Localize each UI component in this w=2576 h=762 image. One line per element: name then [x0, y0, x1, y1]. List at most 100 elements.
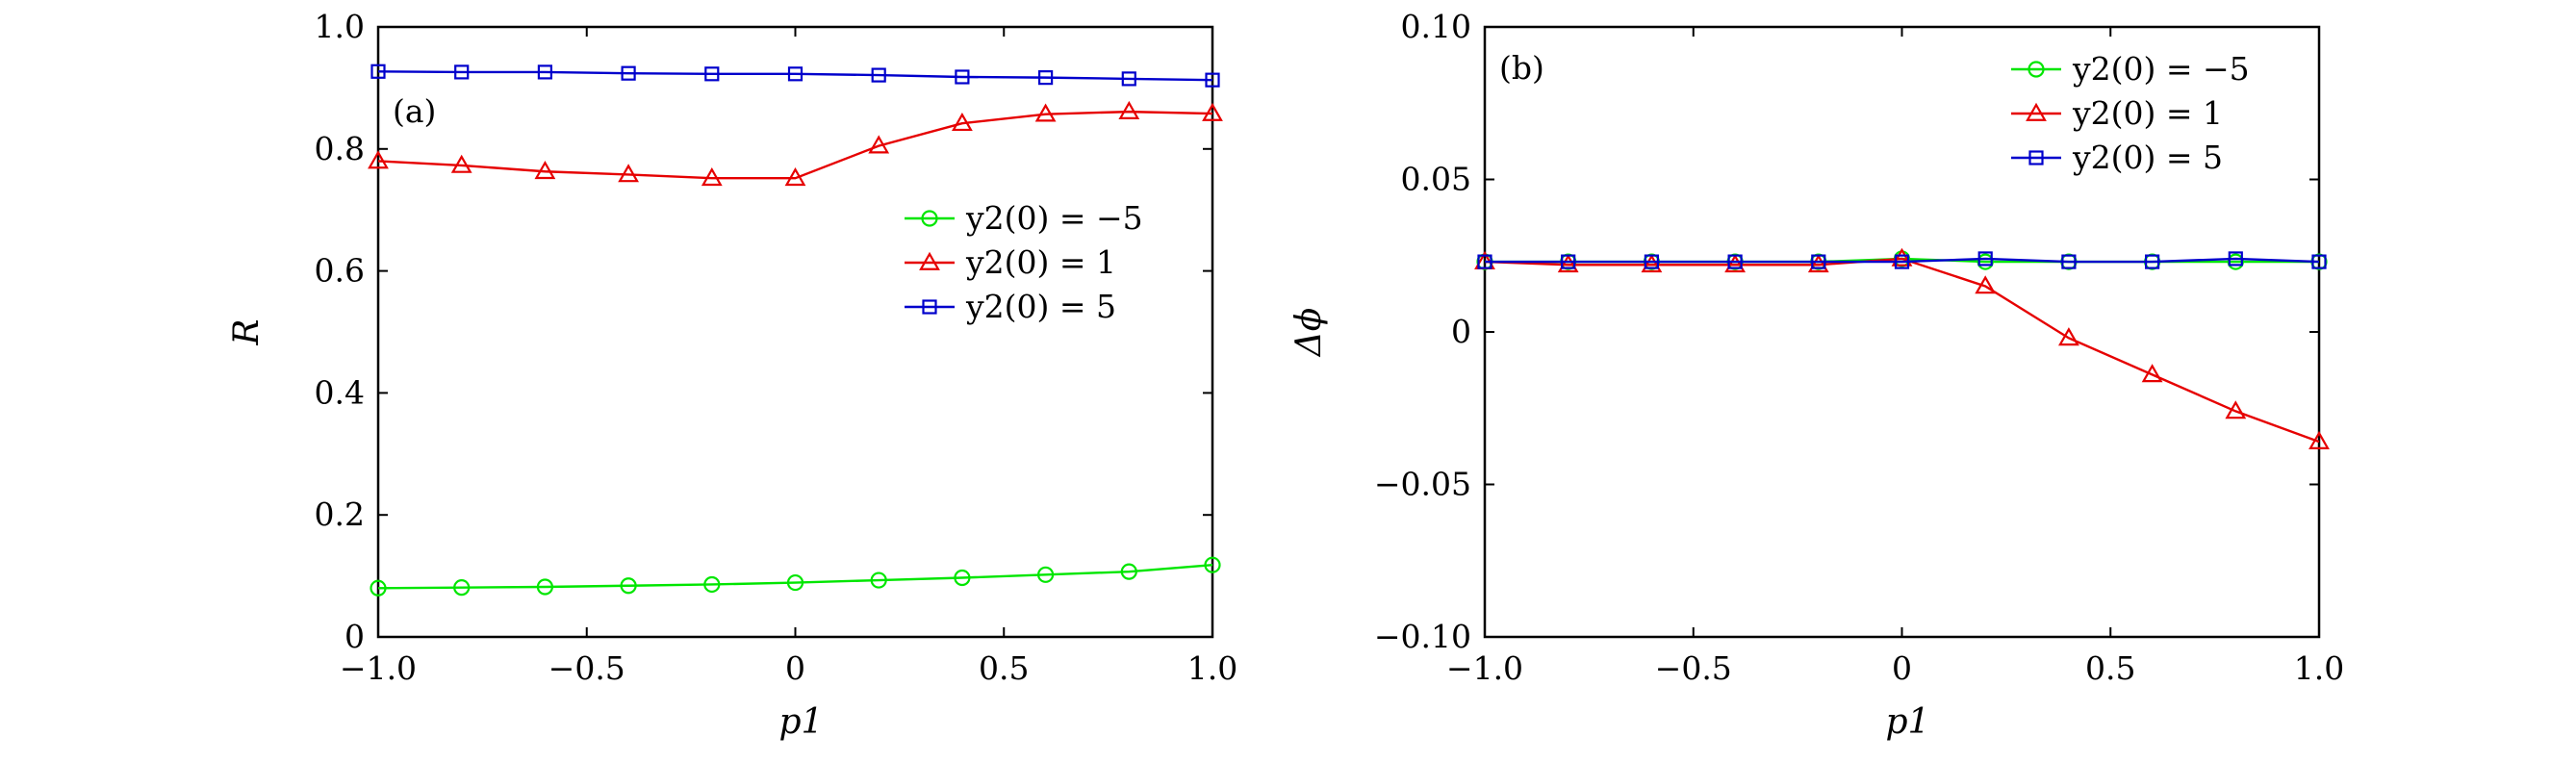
panel-a: −1.0 −0.5 0 0.5 1.0 0 0.2 0.4 0.6 0.8 1.0 p1 R (a) y2(… [227, 8, 1237, 742]
y-tick-label: 0.05 [1401, 161, 1471, 198]
data-point [450, 154, 472, 173]
data-point [1977, 251, 1993, 267]
data-point [784, 167, 806, 187]
legend-label: y2(0) = 5 [965, 288, 1116, 325]
data-point [1118, 100, 1140, 119]
data-point [621, 65, 636, 81]
legend-marker [919, 251, 940, 270]
x-tick-label: 1.0 [1187, 649, 1237, 687]
x-tick-label: 0 [1892, 649, 1912, 687]
data-point [2058, 327, 2079, 346]
data-point [704, 66, 720, 82]
x-tick-label: 0.5 [979, 649, 1029, 687]
data-point [2225, 400, 2247, 419]
data-point [1477, 254, 1492, 269]
panel-label: (b) [1499, 49, 1544, 87]
data-point [370, 64, 386, 79]
data-point [703, 575, 721, 594]
data-point [370, 579, 387, 597]
series-line [1484, 257, 2320, 444]
plot-frame [376, 25, 1214, 639]
data-point [618, 164, 639, 183]
y-axis-label: R [227, 318, 267, 345]
data-point [1034, 103, 1057, 122]
y-tick-label: 0.8 [315, 130, 365, 167]
data-point [1975, 275, 1997, 294]
data-point [952, 112, 973, 132]
data-point [1724, 254, 1746, 273]
x-tick-label: 1.0 [2294, 649, 2344, 687]
data-point [871, 67, 886, 83]
x-tick-label: −0.5 [1655, 649, 1732, 687]
data-point [1641, 254, 1663, 273]
data-point [955, 69, 970, 85]
x-tick-label: 0.5 [2085, 649, 2135, 687]
legend-label: y2(0) = −5 [2072, 50, 2250, 88]
y-tick-label: −0.10 [1374, 618, 1471, 655]
x-tick-label: −1.0 [1446, 649, 1523, 687]
y-tick-label: 0.4 [315, 373, 365, 411]
data-point [2228, 251, 2243, 267]
legend-label: y2(0) = 1 [2072, 94, 2223, 132]
data-point [701, 167, 723, 187]
y-tick-label: −0.05 [1374, 466, 1471, 503]
data-point [1811, 254, 1826, 269]
legend-marker [2026, 102, 2047, 121]
y-tick-label: 1.0 [315, 8, 365, 45]
data-point [870, 572, 887, 589]
y-tick-label: 0.2 [315, 495, 365, 533]
data-point [787, 66, 803, 82]
data-point [1037, 70, 1054, 86]
data-point [2061, 254, 2077, 269]
data-point [534, 161, 556, 180]
data-point [2145, 254, 2160, 269]
x-tick-label: −1.0 [340, 649, 417, 687]
data-point [2308, 430, 2330, 449]
data-point [1557, 254, 1579, 273]
data-point [1561, 254, 1576, 269]
y-tick-label: 0.6 [315, 252, 365, 290]
data-point [1894, 254, 1910, 269]
legend-marker [921, 210, 938, 227]
data-point [954, 569, 971, 587]
legend-label: y2(0) = −5 [965, 199, 1143, 237]
data-point [1205, 72, 1220, 88]
series-line [377, 70, 1213, 82]
data-point [1036, 566, 1055, 583]
panel-b: −1.0 −0.5 0 0.5 1.0 −0.10 −0.05 0 0.05 0.10 p1 Δϕ (b… [1289, 8, 2344, 742]
data-point [786, 573, 804, 592]
panel-label: (a) [393, 92, 436, 130]
y-tick-label: 0 [1451, 313, 1471, 350]
data-point [2141, 364, 2163, 383]
data-point [1121, 71, 1136, 87]
legend-label: y2(0) = 5 [2072, 139, 2223, 176]
data-point [868, 135, 890, 154]
data-point [1120, 563, 1137, 580]
data-point [2311, 254, 2327, 269]
legend-marker [922, 299, 937, 315]
data-point [1727, 254, 1743, 269]
data-point [537, 64, 553, 80]
x-tick-label: −0.5 [548, 649, 625, 687]
y-tick-label: 0 [344, 618, 365, 655]
series-line [1485, 257, 2320, 264]
y-axis-label: Δϕ [1289, 308, 1329, 359]
data-point [1202, 102, 1223, 121]
data-point [453, 579, 471, 597]
legend-marker [2028, 61, 2045, 78]
data-point [536, 578, 554, 596]
x-axis-label: p1 [779, 702, 824, 742]
data-point [368, 150, 389, 169]
series-line [377, 110, 1213, 180]
series-line [377, 563, 1213, 590]
x-tick-label: 0 [785, 649, 805, 687]
data-point [1644, 254, 1660, 269]
legend-label: y2(0) = 1 [965, 243, 1116, 281]
data-point [1807, 254, 1829, 273]
x-axis-label: p1 [1886, 702, 1930, 742]
legend-marker [2028, 150, 2044, 165]
data-point [620, 577, 637, 595]
data-point [1204, 556, 1221, 573]
